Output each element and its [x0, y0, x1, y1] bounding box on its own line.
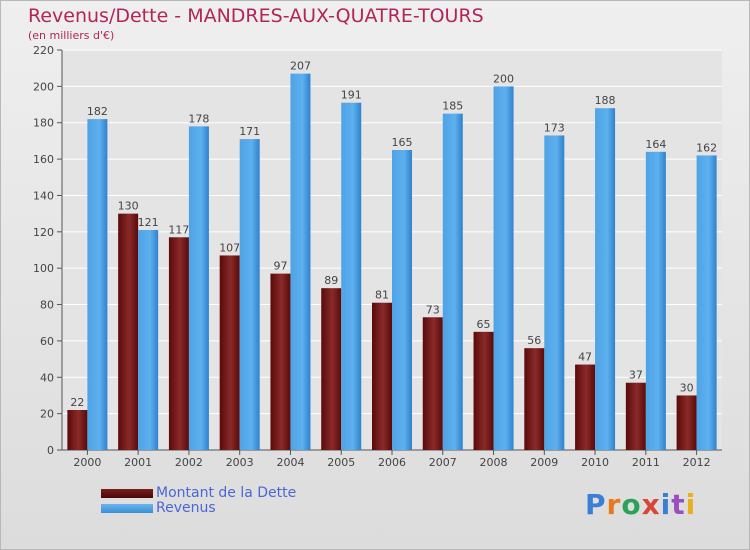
y-tick-label: 0 [47, 444, 54, 457]
bar-dette [219, 255, 240, 450]
x-tick-label: 2010 [581, 456, 609, 469]
data-label-revenus: 188 [595, 94, 616, 107]
x-tick-label: 2003 [226, 456, 254, 469]
bar-revenus [392, 150, 412, 450]
bar-revenus [544, 135, 565, 451]
bar-dette [625, 382, 646, 450]
data-label-dette: 107 [219, 241, 240, 254]
data-label-revenus: 171 [239, 125, 260, 138]
bar-dette [168, 237, 189, 450]
y-tick-label: 100 [33, 262, 54, 275]
bar-revenus [696, 155, 717, 451]
logo-letter: i [660, 488, 672, 521]
y-tick-label: 60 [40, 335, 54, 348]
legend-swatch-dette [101, 489, 153, 498]
bar-revenus [595, 108, 616, 450]
logo-letter: P [585, 488, 607, 521]
data-label-revenus: 121 [138, 216, 159, 229]
bar-dette [270, 273, 291, 450]
data-label-dette: 37 [629, 369, 643, 382]
legend-swatch-revenus [101, 504, 153, 513]
data-label-revenus: 162 [696, 141, 717, 154]
chart-title: Revenus/Dette - MANDRES-AUX-QUATRE-TOURS [28, 5, 484, 27]
bar-revenus [138, 230, 159, 450]
bar-dette [676, 395, 697, 450]
bar-revenus [493, 86, 514, 450]
data-label-dette: 81 [375, 289, 389, 302]
data-label-dette: 89 [324, 274, 338, 287]
x-tick-label: 2006 [378, 456, 406, 469]
bar-revenus [188, 126, 209, 450]
x-tick-label: 2000 [73, 456, 101, 469]
y-tick-label: 140 [33, 189, 54, 202]
data-label-revenus: 164 [645, 138, 666, 151]
data-label-dette: 65 [477, 318, 491, 331]
y-tick-label: 120 [33, 226, 54, 239]
x-tick-label: 2008 [480, 456, 508, 469]
data-label-revenus: 173 [544, 121, 565, 134]
data-label-revenus: 178 [188, 112, 209, 125]
bar-revenus [87, 119, 108, 450]
x-tick-label: 2005 [327, 456, 355, 469]
data-label-revenus: 200 [493, 72, 514, 85]
bar-revenus [645, 151, 666, 450]
x-tick-label: 2011 [632, 456, 660, 469]
data-label-dette: 30 [680, 381, 694, 394]
legend-label-dette: Montant de la Dette [156, 485, 297, 501]
data-label-revenus: 191 [341, 89, 362, 102]
bar-dette [422, 317, 443, 450]
bar-dette [524, 348, 545, 450]
y-tick-label: 220 [33, 44, 54, 57]
logo-letter: r [606, 488, 622, 521]
data-label-revenus: 207 [290, 60, 311, 73]
data-label-revenus: 165 [392, 136, 413, 149]
y-tick-label: 80 [40, 299, 54, 312]
data-label-dette: 22 [70, 396, 84, 409]
proxiti-logo: Proxiti [585, 488, 696, 521]
chart-subtitle: (en milliers d'€) [28, 29, 115, 42]
bar-revenus [290, 73, 311, 451]
y-tick-label: 200 [33, 80, 54, 93]
x-tick-label: 2009 [530, 456, 558, 469]
x-tick-label: 2002 [175, 456, 203, 469]
logo-letter: t [671, 488, 686, 521]
data-label-dette: 130 [118, 200, 139, 213]
y-tick-label: 20 [40, 408, 54, 421]
y-tick-label: 160 [33, 153, 54, 166]
bar-dette [118, 213, 139, 450]
bar-dette [372, 302, 392, 450]
legend-label-revenus: Revenus [156, 500, 216, 516]
bar-dette [67, 410, 88, 450]
data-label-dette: 73 [426, 303, 440, 316]
data-label-dette: 47 [578, 351, 592, 364]
x-tick-label: 2012 [683, 456, 711, 469]
bar-revenus [239, 139, 260, 450]
bar-revenus [341, 102, 362, 451]
data-label-dette: 117 [168, 223, 189, 236]
logo-letter: o [621, 488, 642, 521]
logo-letter: x [641, 488, 661, 521]
x-tick-label: 2001 [124, 456, 152, 469]
bar-dette [321, 288, 342, 450]
y-tick-label: 180 [33, 117, 54, 130]
data-label-revenus: 185 [442, 100, 463, 113]
data-label-dette: 97 [273, 260, 287, 273]
data-label-revenus: 182 [87, 105, 108, 118]
x-tick-label: 2007 [429, 456, 457, 469]
x-tick-label: 2004 [276, 456, 304, 469]
logo-letter: i [685, 488, 697, 521]
bar-revenus [442, 113, 463, 451]
data-label-dette: 56 [527, 334, 541, 347]
bar-dette [473, 331, 494, 450]
bar-dette [575, 364, 596, 450]
y-tick-label: 40 [40, 371, 54, 384]
